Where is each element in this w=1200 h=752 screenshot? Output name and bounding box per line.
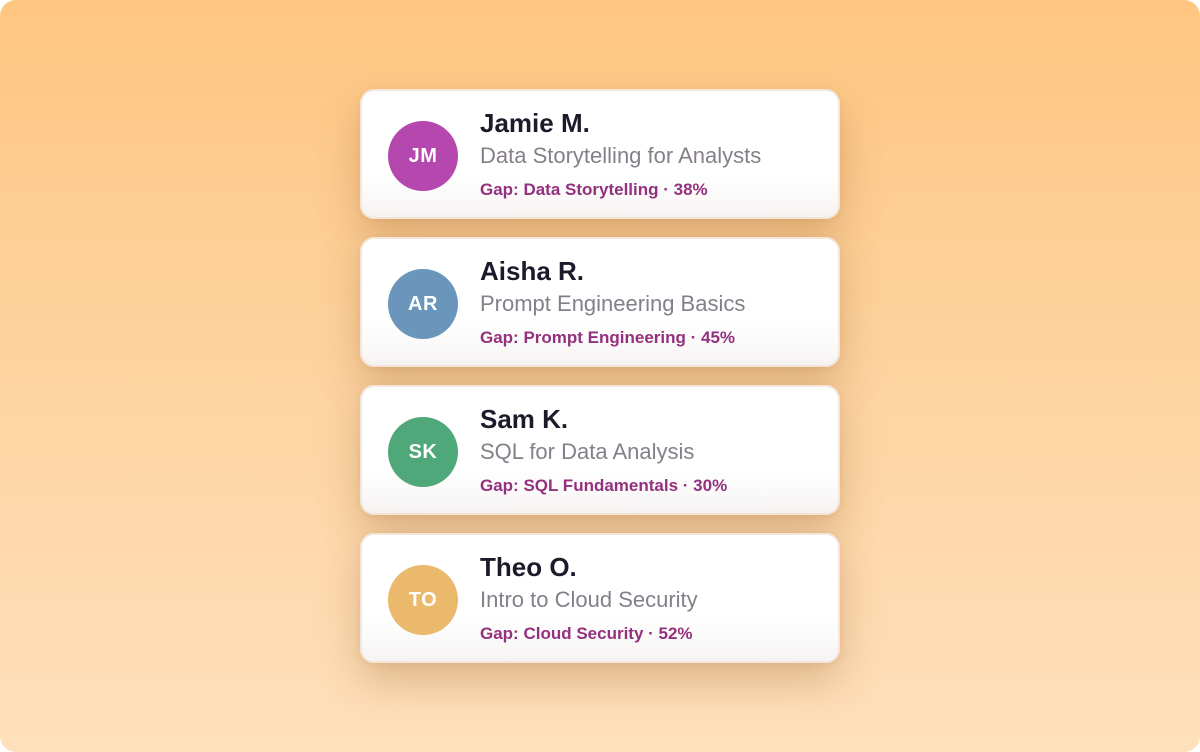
course-title: Prompt Engineering Basics (480, 291, 746, 316)
learner-card-list: JM Jamie M. Data Storytelling for Analys… (360, 89, 840, 681)
course-title: SQL for Data Analysis (480, 439, 695, 464)
avatar: SK (388, 417, 458, 487)
course-title: Intro to Cloud Security (480, 587, 698, 612)
skill-gap-label: Gap: Prompt Engineering · 45% (480, 328, 736, 347)
learner-card[interactable]: AR Aisha R. Prompt Engineering Basics Ga… (360, 237, 840, 367)
learner-card[interactable]: SK Sam K. SQL for Data Analysis Gap: SQL… (360, 385, 840, 515)
avatar: JM (388, 121, 458, 191)
learner-name: Aisha R. (480, 256, 585, 286)
course-title: Data Storytelling for Analysts (480, 143, 762, 168)
skill-gap-label: Gap: Data Storytelling · 38% (480, 180, 708, 199)
learner-card[interactable]: JM Jamie M. Data Storytelling for Analys… (360, 89, 840, 219)
learner-card[interactable]: TO Theo O. Intro to Cloud Security Gap: … (360, 533, 840, 663)
avatar: AR (388, 269, 458, 339)
learner-name: Theo O. (480, 552, 577, 582)
skill-gap-label: Gap: Cloud Security · 52% (480, 624, 693, 643)
avatar: TO (388, 565, 458, 635)
learner-name: Jamie M. (480, 108, 590, 138)
skill-gap-label: Gap: SQL Fundamentals · 30% (480, 476, 728, 495)
learner-name: Sam K. (480, 404, 569, 434)
